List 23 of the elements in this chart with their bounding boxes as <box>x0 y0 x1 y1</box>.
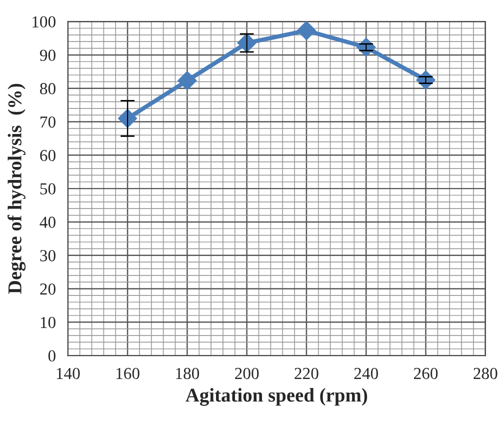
x-axis-title: Agitation speed (rpm) <box>186 388 368 406</box>
x-tick-label: 200 <box>235 368 259 380</box>
y-tick-label: 90 <box>40 50 56 61</box>
y-tick-label: 60 <box>40 150 56 162</box>
x-tick-label: 260 <box>414 368 438 380</box>
y-tick-label: 10 <box>40 316 56 328</box>
x-tick-label: 220 <box>294 368 318 380</box>
y-tick-label: 70 <box>40 116 56 128</box>
y-tick-label: 40 <box>40 216 56 228</box>
y-tick-label: 50 <box>40 183 56 195</box>
x-tick-label: 280 <box>474 368 498 380</box>
point <box>296 22 316 40</box>
y-tick-label: 20 <box>40 283 56 295</box>
y-tick-label: 0 <box>48 350 56 362</box>
point <box>178 71 197 90</box>
x-tick-label: 180 <box>176 368 200 380</box>
y-axis-title: Degree of hydrolysis (%) <box>8 84 26 294</box>
x-tick-label: 240 <box>354 368 378 380</box>
y-tick-label: 100 <box>32 16 56 28</box>
x-tick-label: 160 <box>116 368 140 380</box>
x-tick-label: 140 <box>56 368 80 380</box>
y-tick-label: 80 <box>40 83 56 94</box>
y-tick-label: 30 <box>40 250 56 262</box>
